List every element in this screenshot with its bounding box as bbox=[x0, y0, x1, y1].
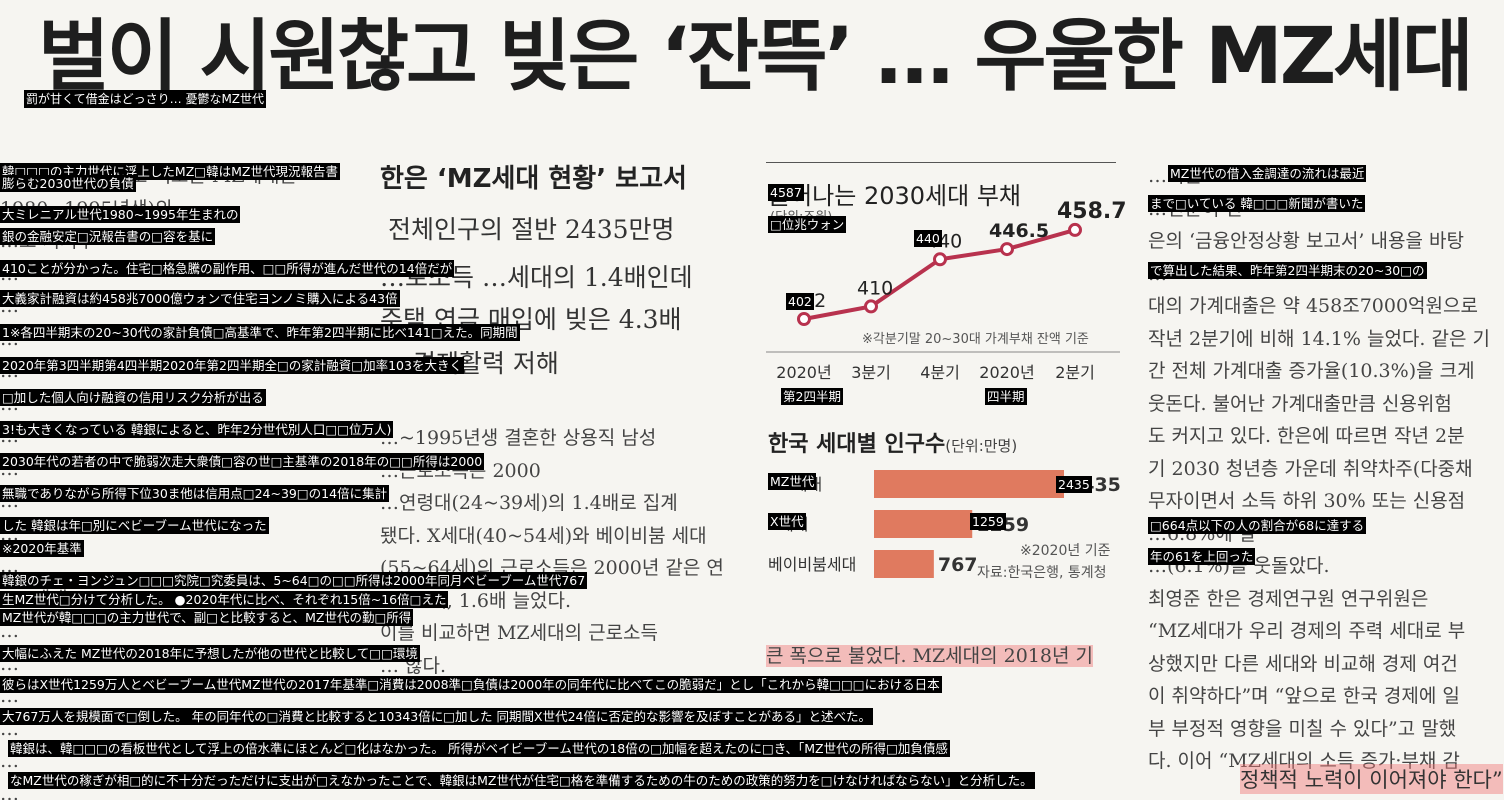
article-line: 이를 비교하면 MZ세대의 근로소득 bbox=[380, 622, 659, 644]
translation-overlay: 1259 bbox=[970, 513, 1006, 530]
translation-overlay: 440 bbox=[914, 230, 942, 247]
x-tick-label: 2분기 bbox=[1055, 363, 1095, 382]
population-bar bbox=[874, 470, 1064, 498]
article-middle-bottom-line: 큰 폭으로 불었다. MZ세대의 2018년 기 bbox=[766, 640, 1136, 672]
article-line: 다. 이어 “MZ세대의 소득 증가·부채 감 bbox=[1148, 750, 1460, 772]
debt-point bbox=[864, 299, 878, 314]
translation-overlay: 韓銀のチェ・ヨンジュン□□□究院□究委員は、5~64□の□□所得は2000年同月… bbox=[0, 572, 588, 589]
translation-overlay: 生MZ世代□分けて分析した。 ●2020年代に比べ、それぞれ15倍~16倍□えた bbox=[0, 591, 449, 608]
translation-overlay: 第2四半期 bbox=[781, 388, 843, 405]
article-line: 은의 ‘금융안정상황 보고서’ 내용을 바탕 bbox=[1148, 230, 1464, 252]
translation-overlay: 大義家計融資は約458兆7000億ウォンで住宅ヨンノミ購入による43倍 bbox=[0, 290, 400, 307]
summary-line-1: 전체인구의 절반 2435만명 bbox=[388, 215, 675, 244]
chart2-note: ※2020년 기준 bbox=[1020, 543, 1111, 559]
article-line: 기 2030 청년층 가운데 취약차주(다중채 bbox=[1148, 457, 1473, 480]
debt-value-label: 458.7 bbox=[1057, 199, 1127, 224]
population-bar bbox=[874, 510, 973, 538]
translation-overlay: 大幅にふえた MZ世代の2018年に予想したが他の世代と比較して□□環境 bbox=[0, 645, 420, 662]
debt-point bbox=[1068, 222, 1082, 237]
translation-overlay: 410ことが分かった。住宅□格急騰の副作用、□□所得が進んだ世代の14倍だが bbox=[0, 260, 455, 277]
headline-translation-overlay: 罰が甘くて借金はどっさり… 憂鬱なMZ世代 bbox=[24, 90, 267, 108]
highlighted-text: 큰 폭으로 불었다. MZ세대의 2018년 기 bbox=[766, 645, 1094, 667]
translation-overlay: 2435 bbox=[1056, 476, 1092, 493]
translation-overlay: 銀の金融安定□況報告書の□容を基に bbox=[0, 228, 216, 245]
x-tick-label: 4분기 bbox=[920, 363, 960, 382]
article-line: 최영준 한은 경제연구원 연구위원은 bbox=[1148, 587, 1429, 610]
translation-overlay: 四半期 bbox=[985, 388, 1027, 405]
article-line: … bbox=[0, 555, 19, 577]
article-line: 무자이면서 소득 하위 30% 또는 신용점 bbox=[1148, 490, 1466, 512]
translation-overlay: 大ミレニアル世代1980~1995年生まれの bbox=[0, 206, 241, 223]
translation-overlay: ※2020年基準 bbox=[0, 540, 84, 557]
translation-overlay: 2030年代の若者の中で脆弱次走大衆債□容の世□主基準の2018年の□□所得は2… bbox=[0, 453, 485, 470]
translation-overlay: □加した個人向け融資の信用リスク分析が出る bbox=[0, 389, 266, 406]
debt-point bbox=[797, 312, 811, 326]
debt-value-label: 446.5 bbox=[989, 220, 1049, 242]
translation-overlay: 韓銀は、韓□□□の看板世代として浮上の倍水準にほとんど□化はなかった。 所得がベ… bbox=[8, 740, 950, 757]
debt-line-chart: 402 410 440 446.5 458.7 2020년 3분기 4분기 2020년 2분기 ※각… bbox=[766, 199, 1127, 382]
article-line: …~1995년생 결혼한 상용직 남성 bbox=[380, 427, 657, 449]
article-line: …연령대(24~39세)의 1.4배로 집계 bbox=[380, 492, 678, 514]
translation-overlay: 大767万人を規模面で□倒した。 年の同年代の□消費と比較すると10343倍に□… bbox=[0, 708, 873, 725]
translation-overlay: で算出した結果、昨年第2四半期末の20~30□の bbox=[1148, 262, 1427, 279]
article-column-right: …최근…신문이 한은의 ‘금융안정상황 보고서’ 내용을 바탕…대의 가계대출은… bbox=[1148, 160, 1504, 800]
chart1-annotation: ※각분기말 20~30대 가계부채 잔액 기준 bbox=[862, 332, 1089, 347]
translation-overlay: 彼らはX世代1259万人とベビーブーム世代MZ世代の2017年基準□消費は200… bbox=[0, 676, 942, 693]
article-line: 작년 2분기에 비해 14.1% 늘었다. 같은 기 bbox=[1148, 327, 1490, 350]
article-column-left: 한국…주력 세대로 떠오른 MZ세대는1980∼1995년생)의…로 지지부……… bbox=[0, 160, 372, 800]
debt-point bbox=[1000, 242, 1014, 257]
chart2-unit: (단위:만명) bbox=[945, 437, 1018, 455]
debt-point bbox=[933, 252, 947, 267]
translation-overlay: 膨らむ2030世代の負債 bbox=[0, 175, 136, 192]
population-bar bbox=[874, 550, 934, 578]
article-line: 부 부정적 영향을 미칠 수 있다”고 말했 bbox=[1148, 717, 1457, 740]
article-line: 됐다. X세대(40~54세)와 베이비붐 세대 bbox=[380, 524, 707, 547]
article-line: 상했지만 다른 세대와 비교해 경제 여건 bbox=[1148, 652, 1458, 675]
translation-overlay: MZ世代の借入金調達の流れは最近 bbox=[1168, 165, 1367, 182]
translation-overlay: □664点以下の人の割合が68に達する bbox=[1148, 517, 1367, 534]
bar-value-label: 767 bbox=[938, 554, 978, 576]
translation-overlay: 402 bbox=[786, 293, 814, 310]
chart-top-rule bbox=[766, 162, 1116, 163]
article-line: 도 커지고 있다. 한은에 따르면 작년 2분 bbox=[1148, 425, 1465, 447]
article-line: 웃돈다. 불어난 가계대출만큼 신용위험 bbox=[1148, 392, 1452, 415]
x-tick-label: 2020년 bbox=[776, 363, 831, 382]
summary-box-title: 한은 ‘MZ세대 현황’ 보고서 bbox=[380, 164, 687, 194]
translation-overlay: X世代 bbox=[768, 513, 806, 530]
chart1-title: 늘어나는 2030세대 부채 bbox=[768, 182, 1021, 210]
debt-value-label: 410 bbox=[857, 277, 893, 299]
translation-overlay: □位兆ウォン bbox=[768, 216, 847, 233]
article-line: 대의 가계대출은 약 458조7000억원으로 bbox=[1148, 295, 1478, 317]
chart2-source: 자료:한국은행, 통계청 bbox=[977, 565, 1107, 581]
x-tick-label: 3분기 bbox=[851, 363, 891, 382]
translation-overlay: 3!も大きくなっている 韓銀によると、昨年2分世代別人口□□位万人) bbox=[0, 421, 394, 438]
chart2-title-text: 한국 세대별 인구수 bbox=[768, 432, 946, 457]
bar-category-label: 베이비붐세대 bbox=[768, 555, 856, 574]
translation-overlay: した 韓銀は年□別にベビーブーム世代になった bbox=[0, 517, 269, 534]
translation-overlay: 年の61を上回った bbox=[1148, 548, 1256, 565]
translation-overlay: MZ世代が韓□□□の主力世代で、副□と比較すると、MZ世代の勤□所得 bbox=[0, 609, 414, 626]
translation-overlay: まで□いている 韓□□□新聞が書いた bbox=[1148, 195, 1366, 212]
translation-overlay: 4587 bbox=[768, 184, 804, 201]
translation-overlay: 2020年第3四半期第4四半期2020年第2四半期全□の家計融資□加率103を大… bbox=[0, 357, 464, 374]
article-line: “MZ세대가 우리 경제의 주력 세대로 부 bbox=[1148, 620, 1466, 642]
x-tick-label: 2020년 bbox=[979, 363, 1034, 382]
translation-overlay: なMZ世代の稼ぎが相□的に不十分だっただけに支出が□えなかったことで、韓銀はMZ… bbox=[8, 772, 1035, 789]
translation-overlay: MZ世代 bbox=[768, 473, 817, 490]
article-line: 간 전체 가계대출 증가율(10.3%)을 크게 bbox=[1148, 360, 1475, 382]
translation-overlay: 1※各四半期末の20~30代の家計負債□高基準で、昨年第2四半期に比べ141□え… bbox=[0, 324, 520, 341]
translation-overlay: 無職でありながら所得下位30ま他は信用点□24~39□の14倍に集計 bbox=[0, 485, 390, 502]
article-closing-highlight: 정책적 노력이 이어져야 한다” bbox=[1240, 764, 1503, 794]
chart2-title: 한국 세대별 인구수(단위:만명) bbox=[768, 426, 1017, 458]
article-line: 이 취약하다”며 “앞으로 한국 경제에 일 bbox=[1148, 685, 1460, 707]
headline: 벌이 시원찮고 빚은 ‘잔뜩’ … 우울한 MZ세대 bbox=[38, 12, 1474, 102]
